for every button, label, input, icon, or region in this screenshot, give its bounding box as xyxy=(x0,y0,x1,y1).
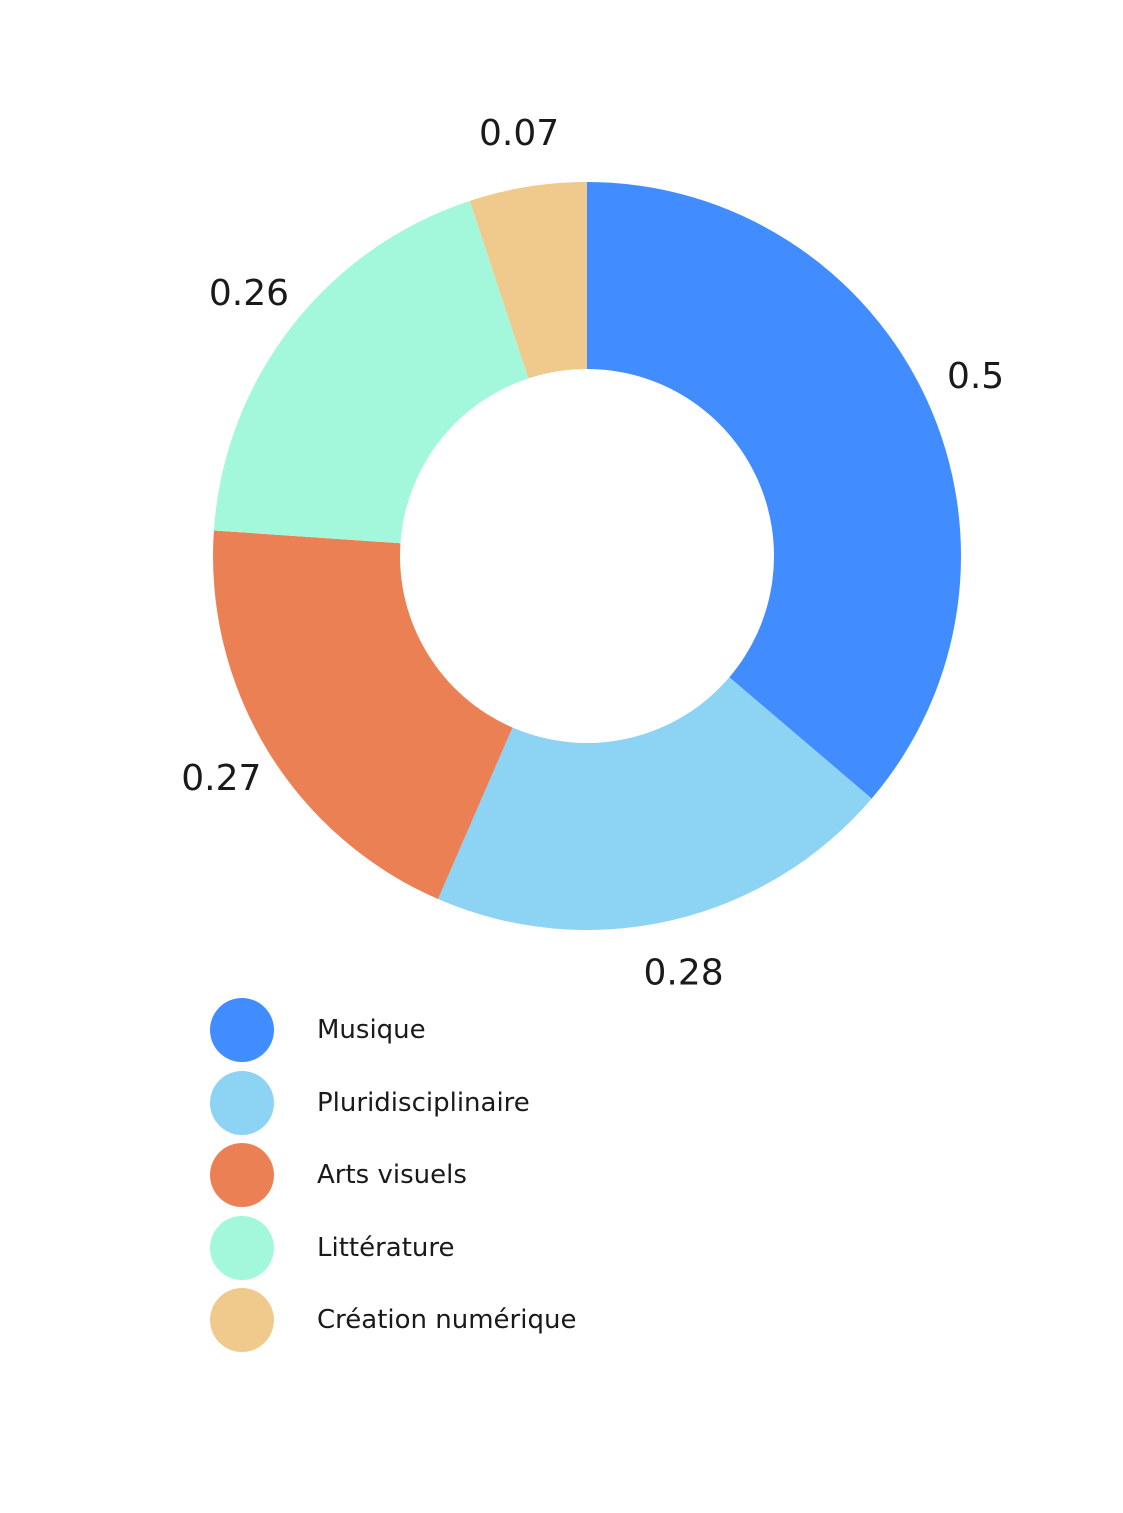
legend: Musique Pluridisciplinaire Arts visuels Lit… xyxy=(210,998,576,1361)
legend-swatch xyxy=(210,998,274,1062)
data-labels: 0.5 0.28 0.27 0.26 0.07 xyxy=(181,113,1004,994)
legend-swatch xyxy=(210,1143,274,1207)
legend-swatch xyxy=(210,1288,274,1352)
data-label: 0.26 xyxy=(209,273,289,314)
legend-swatch xyxy=(210,1215,274,1280)
legend-label: Arts visuels xyxy=(317,1160,467,1190)
legend-label: Littérature xyxy=(317,1232,455,1263)
slice-litterature xyxy=(213,200,529,544)
slice-creation-numerique xyxy=(469,182,587,379)
legend-label: Pluridisciplinaire xyxy=(317,1087,530,1118)
data-label: 0.5 xyxy=(947,356,1004,397)
donut-slices xyxy=(213,182,962,930)
legend-item: Pluridisciplinaire xyxy=(210,1070,576,1135)
legend-label: Musique xyxy=(317,1015,426,1045)
data-label: 0.07 xyxy=(479,113,559,154)
legend-swatch xyxy=(210,1070,274,1135)
slice-musique xyxy=(587,182,962,799)
donut-chart: 0.5 0.28 0.27 0.26 0.07 xyxy=(181,113,1004,994)
legend-label: Création numérique xyxy=(317,1305,577,1335)
legend-item: Arts visuels xyxy=(210,1143,576,1207)
slice-arts-visuels xyxy=(213,530,513,900)
data-label: 0.27 xyxy=(181,758,261,799)
slice-pluridisciplinaire xyxy=(437,677,872,930)
data-label: 0.28 xyxy=(644,952,724,993)
legend-item: Création numérique xyxy=(210,1288,576,1352)
legend-item: Musique xyxy=(210,998,576,1062)
legend-item: Littérature xyxy=(210,1215,576,1280)
